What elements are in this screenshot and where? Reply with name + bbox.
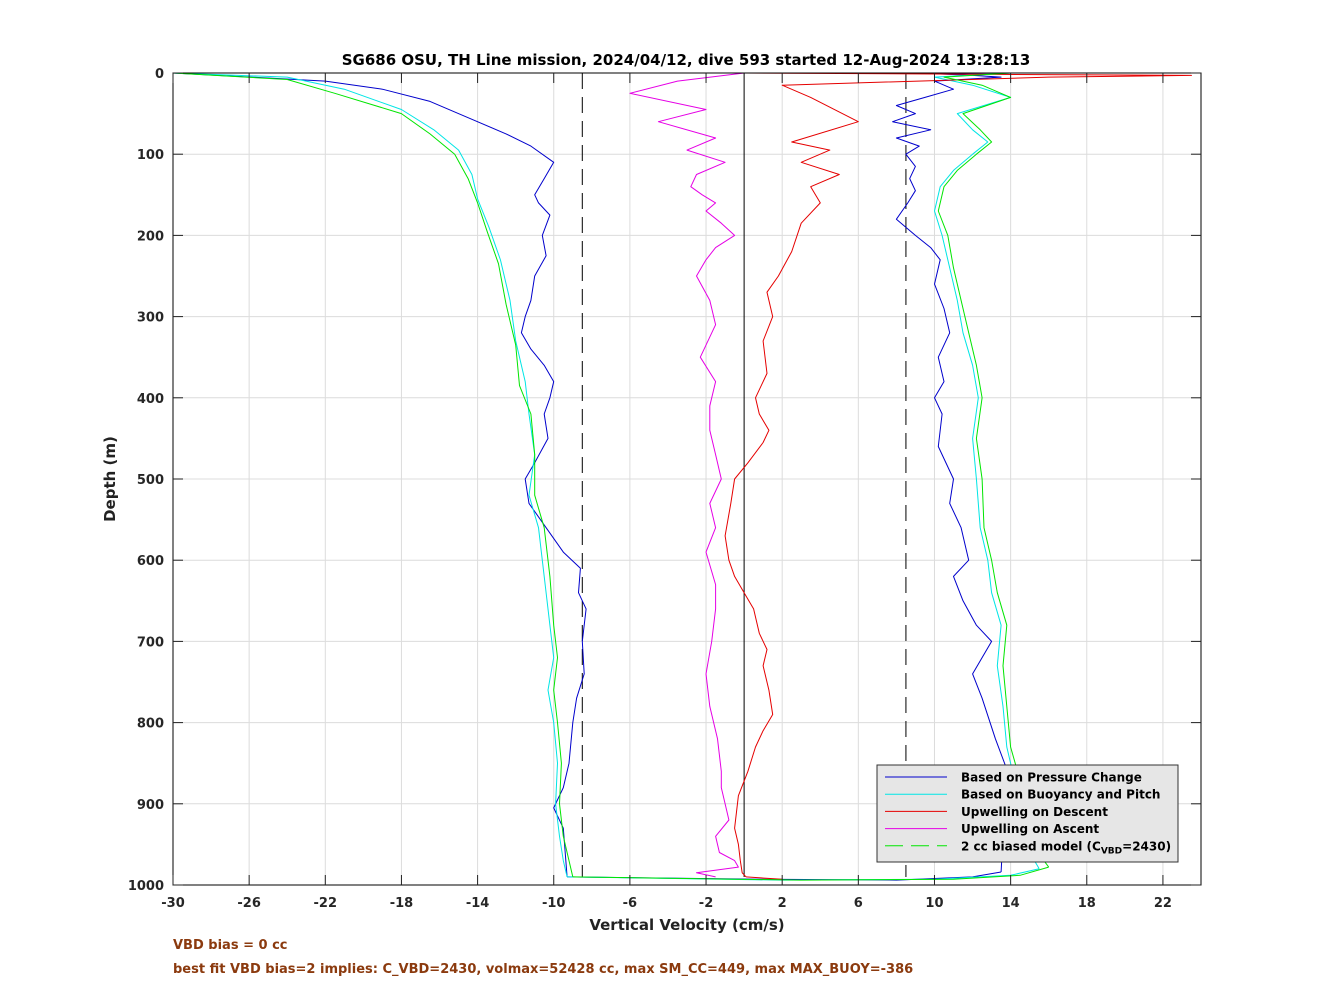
y-axis-label: Depth (m) bbox=[101, 436, 119, 522]
legend-label-part: 2 cc biased model (C bbox=[961, 839, 1101, 853]
x-axis-label: Vertical Velocity (cm/s) bbox=[589, 916, 784, 934]
series-5 bbox=[172, 72, 1050, 881]
best-fit-note: best fit VBD bias=2 implies: C_VBD=2430,… bbox=[173, 962, 914, 977]
series-group bbox=[172, 72, 1192, 881]
series-2 bbox=[172, 72, 1040, 881]
fit-notes: VBD bias = 0 cc best fit VBD bias=2 impl… bbox=[173, 934, 913, 982]
y-tick-label: 400 bbox=[137, 392, 164, 407]
y-tick-label: 0 bbox=[155, 67, 164, 82]
series-4 bbox=[629, 72, 745, 878]
series-3 bbox=[724, 72, 1192, 880]
y-tick-label: 1000 bbox=[128, 879, 164, 894]
series-line bbox=[745, 876, 783, 880]
y-tick-label: 300 bbox=[137, 311, 164, 326]
legend-label: Upwelling on Ascent bbox=[961, 822, 1099, 836]
series-line bbox=[572, 866, 1049, 881]
series-line bbox=[629, 72, 745, 878]
vbd-bias-note: VBD bias = 0 cc bbox=[173, 938, 288, 953]
series-line bbox=[934, 72, 1040, 870]
legend-label: Upwelling on Descent bbox=[961, 805, 1108, 819]
legend: Based on Pressure Change Based on Buoyanc… bbox=[876, 764, 1179, 863]
grid bbox=[172, 72, 1201, 886]
y-axis-ticks: 0 100 200 300 400 500 600 700 800 900 1000 bbox=[128, 67, 1201, 894]
y-tick-label: 600 bbox=[137, 554, 164, 569]
x-tick-label: -18 bbox=[390, 896, 414, 911]
legend-label: Based on Pressure Change bbox=[961, 771, 1142, 785]
x-tick-label: -14 bbox=[466, 896, 490, 911]
x-tick-label: 22 bbox=[1154, 896, 1172, 911]
legend-label: Based on Buoyancy and Pitch bbox=[961, 788, 1160, 802]
x-tick-label: 18 bbox=[1078, 896, 1096, 911]
y-tick-label: 200 bbox=[137, 229, 164, 244]
series-line bbox=[172, 72, 587, 877]
series-line bbox=[172, 72, 568, 878]
series-line bbox=[937, 72, 1050, 868]
legend-label: 2 cc biased model (CVBD=2430) bbox=[961, 839, 1171, 856]
y-tick-label: 800 bbox=[137, 717, 164, 732]
series-1 bbox=[172, 72, 1012, 881]
legend-label-subscript: VBD bbox=[1101, 846, 1122, 856]
x-tick-label: -6 bbox=[623, 896, 637, 911]
y-tick-label: 100 bbox=[137, 148, 164, 163]
series-line bbox=[892, 72, 1012, 873]
y-tick-label: 700 bbox=[137, 635, 164, 650]
x-tick-label: 2 bbox=[778, 896, 787, 911]
series-line bbox=[172, 72, 574, 878]
x-tick-label: 6 bbox=[854, 896, 863, 911]
y-tick-label: 500 bbox=[137, 473, 164, 488]
x-tick-label: -26 bbox=[237, 896, 261, 911]
legend-label-part: =2430) bbox=[1122, 839, 1171, 853]
series-line bbox=[724, 72, 1192, 878]
reference-lines bbox=[581, 73, 907, 877]
chart-title: SG686 OSU, TH Line mission, 2024/04/12, … bbox=[342, 51, 1031, 69]
x-tick-label: -30 bbox=[161, 896, 185, 911]
x-tick-label: -22 bbox=[314, 896, 338, 911]
x-tick-label: 14 bbox=[1002, 896, 1020, 911]
y-tick-label: 900 bbox=[137, 798, 164, 813]
x-tick-label: 10 bbox=[925, 896, 943, 911]
x-tick-label: -10 bbox=[542, 896, 566, 911]
x-tick-label: -2 bbox=[699, 896, 713, 911]
x-axis-ticks: -30 -26 -22 -18 -14 -10 -6 -2 2 6 10 14 18 22 bbox=[161, 73, 1172, 911]
